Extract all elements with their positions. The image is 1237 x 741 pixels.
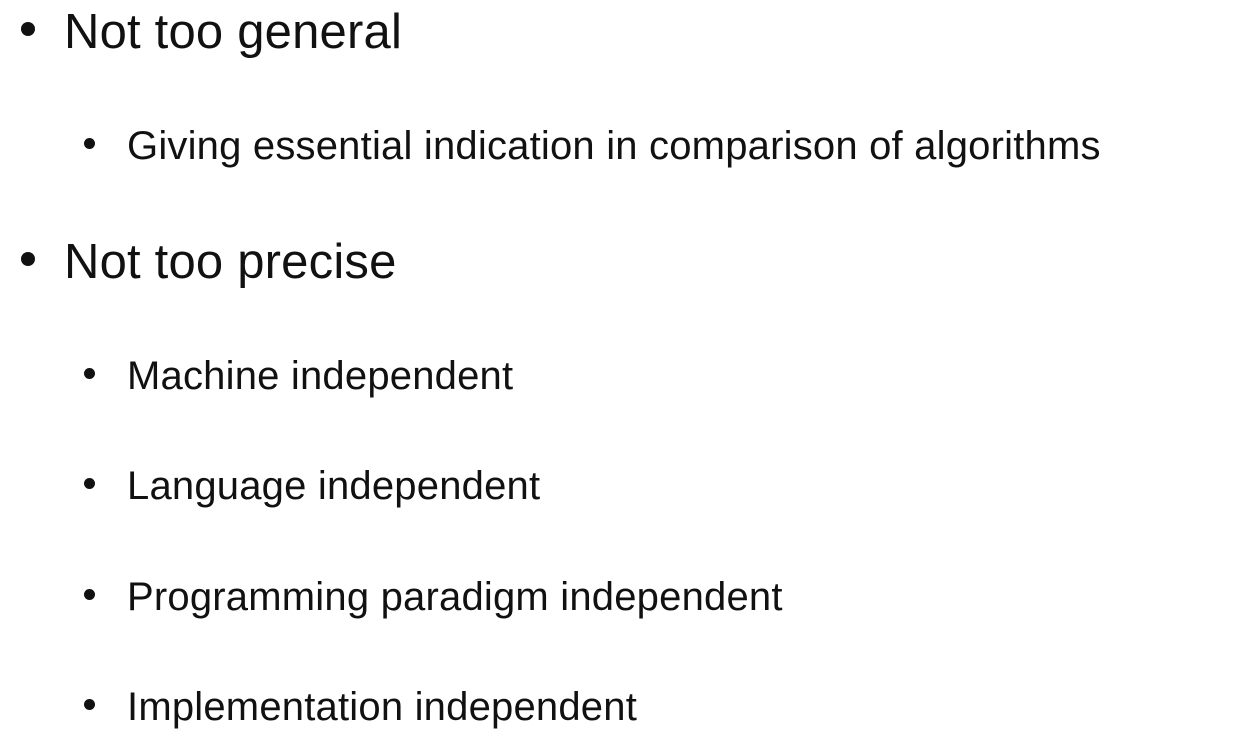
bullet-text: Not too general xyxy=(64,5,403,59)
bullet-dot-icon xyxy=(84,138,95,149)
bullet-item-not-too-general: Not too general xyxy=(21,4,402,60)
bullet-dot-icon xyxy=(21,22,35,36)
bullet-dot-icon xyxy=(84,368,95,379)
sub-bullet-item-implementation-independent: Implementation independent xyxy=(84,685,637,730)
bullet-dot-icon xyxy=(21,252,35,266)
sub-bullet-item-machine-independent: Machine independent xyxy=(84,354,513,399)
sub-bullet-text: Giving essential indication in compariso… xyxy=(127,124,1101,168)
sub-bullet-text: Programming paradigm independent xyxy=(127,575,783,619)
sub-bullet-item-language-independent: Language independent xyxy=(84,464,540,509)
bullet-item-not-too-precise: Not too precise xyxy=(21,234,397,290)
sub-bullet-item-giving-essential-indication: Giving essential indication in compariso… xyxy=(84,124,1101,169)
sub-bullet-item-programming-paradigm-independent: Programming paradigm independent xyxy=(84,575,783,620)
bullet-dot-icon xyxy=(84,478,95,489)
bullet-dot-icon xyxy=(84,589,95,600)
bullet-dot-icon xyxy=(84,699,95,710)
bullet-text: Not too precise xyxy=(64,235,397,289)
sub-bullet-text: Language independent xyxy=(127,464,541,508)
sub-bullet-text: Machine independent xyxy=(127,354,514,398)
sub-bullet-text: Implementation independent xyxy=(127,685,638,729)
